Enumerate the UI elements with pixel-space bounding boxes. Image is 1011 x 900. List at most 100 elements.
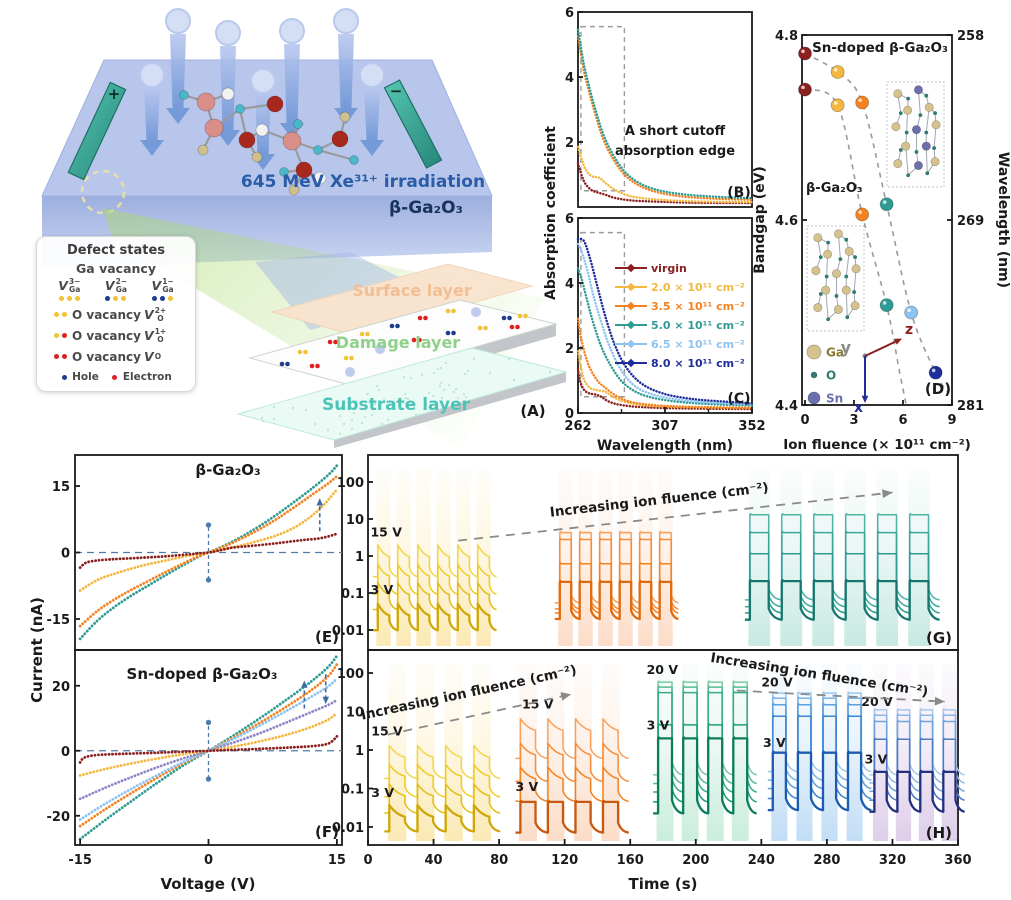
atom	[819, 292, 823, 296]
illumination-bar	[602, 664, 620, 841]
tick-label: 120	[551, 853, 578, 868]
defect-dot	[280, 362, 285, 367]
tick-label: 100	[337, 476, 364, 491]
defect-dot	[310, 364, 315, 369]
texture-dot	[513, 379, 515, 381]
tick-label: 20	[52, 680, 70, 695]
legend-dot-icon	[168, 296, 173, 301]
carrier-item: Hole	[60, 371, 99, 383]
atom	[925, 103, 933, 111]
defect-dot	[507, 316, 512, 321]
defect-dot	[315, 364, 320, 369]
data-point	[880, 299, 893, 312]
series-label: β-Ga₂O₃	[806, 181, 863, 196]
crystal-inset-sn-doped	[887, 82, 944, 187]
atom	[267, 96, 283, 112]
arrowhead-icon	[317, 498, 324, 505]
legend-label: 8.0 × 10¹¹ cm⁻²	[651, 357, 745, 370]
defect-dot	[345, 367, 355, 377]
legend-marker	[627, 321, 635, 329]
data-point	[831, 99, 844, 112]
texture-dot	[421, 374, 423, 376]
defect-dot	[328, 340, 333, 345]
atom	[834, 305, 842, 313]
atom	[919, 113, 923, 117]
tick-label: 9	[947, 413, 956, 428]
x-axis-label: Time (s)	[628, 875, 697, 893]
defect-dot	[478, 326, 483, 331]
data-point	[929, 366, 942, 379]
atom	[814, 234, 822, 242]
texture-dot	[428, 392, 430, 394]
defect-dot	[471, 307, 481, 317]
texture-dot	[314, 423, 316, 425]
panel-g-h-charts: 15 V3 VIncreasing ion fluence (cm⁻²)1001…	[325, 445, 1011, 900]
tick-label: 320	[879, 853, 906, 868]
atom	[902, 142, 910, 150]
material-label: β-Ga₂O₃	[389, 198, 463, 218]
legend-dot-icon	[67, 296, 72, 301]
atom	[922, 142, 930, 150]
tick-label: 80	[490, 853, 508, 868]
panel-a-label: (A)	[520, 402, 545, 420]
tick-label: 4	[565, 71, 574, 86]
atom	[852, 265, 860, 273]
atom	[205, 119, 223, 137]
panel-d-label: (D)	[925, 380, 951, 398]
legend-dot-icon	[152, 296, 157, 301]
data-point	[880, 198, 893, 211]
tick-label: 6	[565, 212, 574, 227]
arrowhead-icon	[301, 681, 308, 688]
texture-dot	[364, 416, 366, 418]
tick-label: 2	[565, 342, 574, 357]
atom	[914, 86, 922, 94]
data-point	[856, 208, 869, 221]
atom	[252, 152, 262, 162]
electrode-plus-label: +	[108, 85, 121, 103]
x-axis-label: Voltage (V)	[161, 875, 256, 893]
texture-dot	[440, 382, 442, 384]
illumination-bar	[519, 664, 537, 841]
vacancy-symbol: V 3− Ga	[58, 278, 80, 293]
voltage-label: 3 V	[865, 752, 888, 767]
defect-states-legend: Defect states Ga vacancy V 3− Ga V 2− Ga V 1− Ga…	[36, 236, 196, 392]
voltage-label: 15 V	[371, 723, 403, 738]
legend-dot-icon	[54, 354, 59, 359]
tick-label: 6	[898, 413, 907, 428]
legend-dot-icon	[105, 296, 110, 301]
tick-label: 0	[204, 853, 213, 868]
illumination-bar	[780, 469, 802, 646]
defect-dot	[451, 309, 456, 314]
atom	[826, 241, 830, 245]
texture-dot	[262, 420, 264, 422]
texture-dot	[453, 391, 455, 393]
texture-dot	[437, 368, 439, 370]
o-vacancy-item: O vacancy V O	[40, 349, 192, 364]
atom	[844, 275, 848, 279]
o-vacancy-label: O vacancy	[72, 308, 141, 322]
legend-dot-icon	[62, 375, 67, 380]
vacancy-symbol: VO	[144, 349, 161, 364]
legend-dot-icon	[62, 354, 67, 359]
legend-dot-icon	[112, 375, 117, 380]
tick-label: 262	[564, 419, 591, 434]
tick-label: 280	[813, 853, 840, 868]
atom	[845, 247, 853, 255]
texture-dot	[351, 419, 353, 421]
damage-layer-label: Damage layer	[336, 333, 460, 352]
panel-b-label: (B)	[727, 185, 750, 201]
atom	[906, 173, 910, 177]
atom	[853, 255, 857, 259]
atom-legend-dot	[808, 392, 820, 404]
texture-dot	[440, 367, 442, 369]
point-highlight	[858, 210, 862, 214]
electrode-minus-label: −	[390, 82, 403, 100]
tick-label: 6	[565, 6, 574, 21]
texture-dot	[445, 362, 447, 364]
atom	[822, 286, 830, 294]
y-axis-label-right: Wavelength (nm)	[995, 152, 1011, 288]
series-5.0e11	[578, 30, 752, 198]
panel-e-f-charts: 150-15200-20β-Ga₂O₃Sn-doped β-Ga₂O₃(E)(F…	[30, 445, 360, 900]
voltage-label: 15 V	[370, 524, 402, 539]
legend-dot-icon	[62, 333, 67, 338]
